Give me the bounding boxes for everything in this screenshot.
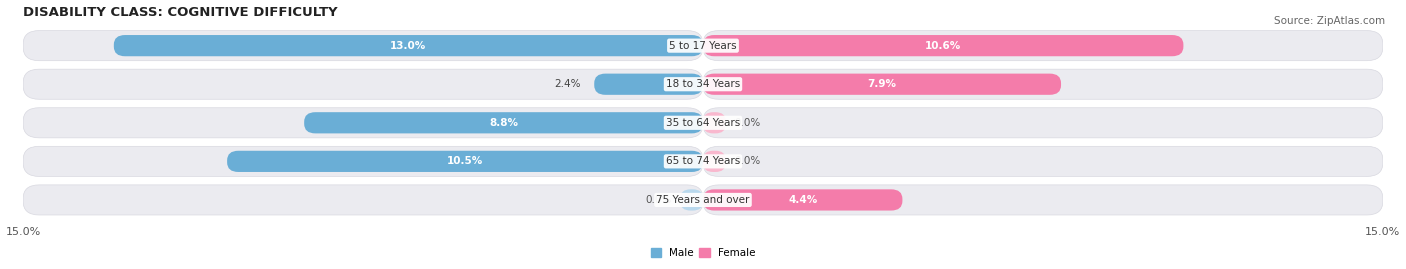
FancyBboxPatch shape	[703, 146, 1384, 176]
FancyBboxPatch shape	[703, 185, 1384, 215]
FancyBboxPatch shape	[703, 189, 903, 211]
FancyBboxPatch shape	[304, 112, 703, 133]
Text: 4.4%: 4.4%	[789, 195, 817, 205]
Text: 7.9%: 7.9%	[868, 79, 897, 89]
Text: Source: ZipAtlas.com: Source: ZipAtlas.com	[1274, 16, 1385, 26]
Text: 10.5%: 10.5%	[447, 156, 484, 166]
FancyBboxPatch shape	[22, 108, 703, 138]
Legend: Male, Female: Male, Female	[647, 244, 759, 262]
Text: 5 to 17 Years: 5 to 17 Years	[669, 41, 737, 51]
FancyBboxPatch shape	[703, 112, 725, 133]
FancyBboxPatch shape	[703, 108, 1384, 138]
FancyBboxPatch shape	[703, 31, 1384, 61]
Text: 13.0%: 13.0%	[391, 41, 426, 51]
Text: 8.8%: 8.8%	[489, 118, 517, 128]
FancyBboxPatch shape	[595, 74, 703, 95]
FancyBboxPatch shape	[703, 151, 725, 172]
Text: 0.0%: 0.0%	[645, 195, 671, 205]
FancyBboxPatch shape	[681, 189, 703, 211]
FancyBboxPatch shape	[703, 35, 1184, 56]
FancyBboxPatch shape	[22, 69, 703, 99]
Text: 10.6%: 10.6%	[925, 41, 962, 51]
FancyBboxPatch shape	[22, 31, 703, 61]
Text: 75 Years and over: 75 Years and over	[657, 195, 749, 205]
Text: 65 to 74 Years: 65 to 74 Years	[666, 156, 740, 166]
Text: 2.4%: 2.4%	[554, 79, 581, 89]
FancyBboxPatch shape	[114, 35, 703, 56]
Text: 35 to 64 Years: 35 to 64 Years	[666, 118, 740, 128]
FancyBboxPatch shape	[703, 74, 1062, 95]
FancyBboxPatch shape	[22, 146, 703, 176]
Text: 0.0%: 0.0%	[735, 118, 761, 128]
FancyBboxPatch shape	[228, 151, 703, 172]
FancyBboxPatch shape	[22, 185, 703, 215]
FancyBboxPatch shape	[703, 69, 1384, 99]
Text: 18 to 34 Years: 18 to 34 Years	[666, 79, 740, 89]
Text: DISABILITY CLASS: COGNITIVE DIFFICULTY: DISABILITY CLASS: COGNITIVE DIFFICULTY	[22, 6, 337, 19]
Text: 0.0%: 0.0%	[735, 156, 761, 166]
